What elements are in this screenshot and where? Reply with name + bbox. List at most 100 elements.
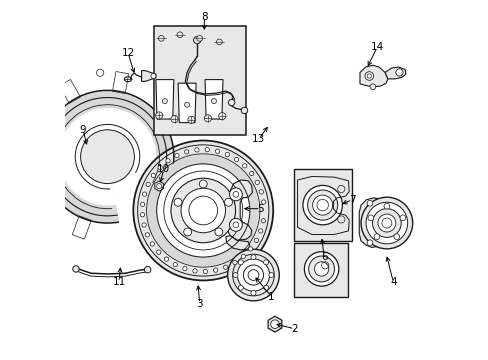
Circle shape [314, 262, 328, 276]
Polygon shape [155, 181, 163, 191]
Circle shape [383, 203, 389, 209]
Circle shape [366, 240, 372, 246]
Polygon shape [225, 235, 249, 250]
Text: 7: 7 [348, 195, 355, 205]
Circle shape [156, 184, 162, 189]
Circle shape [395, 69, 402, 76]
Circle shape [171, 178, 235, 243]
Wedge shape [41, 90, 174, 223]
Circle shape [372, 209, 400, 237]
Text: 3: 3 [196, 299, 203, 309]
Circle shape [177, 32, 183, 38]
Circle shape [248, 247, 252, 251]
Text: 11: 11 [112, 277, 125, 287]
Circle shape [366, 201, 372, 206]
Circle shape [238, 285, 243, 290]
Circle shape [204, 148, 209, 152]
Circle shape [393, 234, 399, 239]
Circle shape [304, 252, 338, 286]
Circle shape [192, 269, 197, 273]
Circle shape [369, 84, 375, 90]
Circle shape [151, 173, 155, 177]
Polygon shape [142, 71, 156, 81]
Circle shape [250, 291, 255, 296]
Circle shape [373, 234, 379, 239]
Circle shape [184, 150, 188, 154]
Circle shape [367, 215, 373, 221]
Circle shape [225, 152, 229, 157]
Circle shape [146, 182, 150, 186]
Circle shape [196, 36, 202, 41]
Circle shape [142, 223, 146, 227]
Circle shape [224, 198, 232, 206]
Text: 5: 5 [257, 204, 264, 214]
Circle shape [238, 260, 243, 265]
Circle shape [227, 249, 279, 301]
Wedge shape [56, 105, 159, 209]
Circle shape [156, 250, 161, 254]
Circle shape [241, 254, 245, 258]
Circle shape [229, 219, 242, 231]
Circle shape [263, 285, 268, 290]
Bar [153, 26, 246, 135]
Circle shape [337, 185, 344, 193]
Circle shape [140, 202, 144, 207]
Text: 9: 9 [80, 125, 86, 135]
Circle shape [214, 228, 223, 236]
Circle shape [164, 257, 168, 261]
Circle shape [211, 99, 216, 104]
Circle shape [377, 214, 395, 232]
Circle shape [258, 229, 263, 233]
Circle shape [199, 180, 207, 188]
Bar [293, 169, 351, 241]
Circle shape [165, 159, 170, 163]
Text: 2: 2 [291, 324, 297, 334]
Circle shape [399, 215, 405, 221]
Circle shape [218, 113, 225, 120]
Wedge shape [41, 90, 174, 223]
Circle shape [249, 171, 253, 176]
Circle shape [162, 99, 167, 104]
Text: 4: 4 [389, 277, 396, 287]
Circle shape [223, 265, 227, 269]
Circle shape [303, 185, 342, 225]
Circle shape [174, 153, 179, 158]
Circle shape [158, 165, 162, 170]
Circle shape [158, 36, 164, 41]
Circle shape [312, 195, 332, 215]
Circle shape [181, 188, 225, 233]
Text: 1: 1 [267, 292, 274, 302]
Polygon shape [178, 83, 196, 123]
Polygon shape [204, 80, 223, 119]
Polygon shape [267, 316, 281, 332]
Circle shape [81, 130, 134, 184]
Circle shape [254, 238, 258, 243]
Circle shape [241, 107, 247, 114]
Circle shape [203, 269, 207, 274]
Text: 10: 10 [157, 164, 170, 174]
Circle shape [187, 116, 195, 123]
Circle shape [229, 188, 242, 201]
Circle shape [174, 198, 182, 206]
Circle shape [73, 266, 79, 272]
Circle shape [237, 259, 269, 291]
Circle shape [134, 141, 272, 280]
Polygon shape [384, 67, 405, 79]
Circle shape [233, 273, 238, 278]
Circle shape [215, 149, 219, 153]
Circle shape [193, 37, 201, 44]
Wedge shape [41, 90, 174, 224]
Circle shape [216, 39, 222, 45]
Circle shape [364, 72, 373, 80]
Circle shape [308, 256, 334, 282]
Circle shape [194, 148, 199, 152]
Text: 8: 8 [201, 12, 207, 22]
Text: 12: 12 [121, 48, 134, 58]
Circle shape [268, 273, 273, 278]
Circle shape [173, 262, 177, 267]
Circle shape [250, 255, 255, 260]
Circle shape [259, 190, 263, 194]
Text: 6: 6 [320, 252, 327, 262]
Polygon shape [359, 198, 384, 247]
Circle shape [261, 200, 265, 204]
